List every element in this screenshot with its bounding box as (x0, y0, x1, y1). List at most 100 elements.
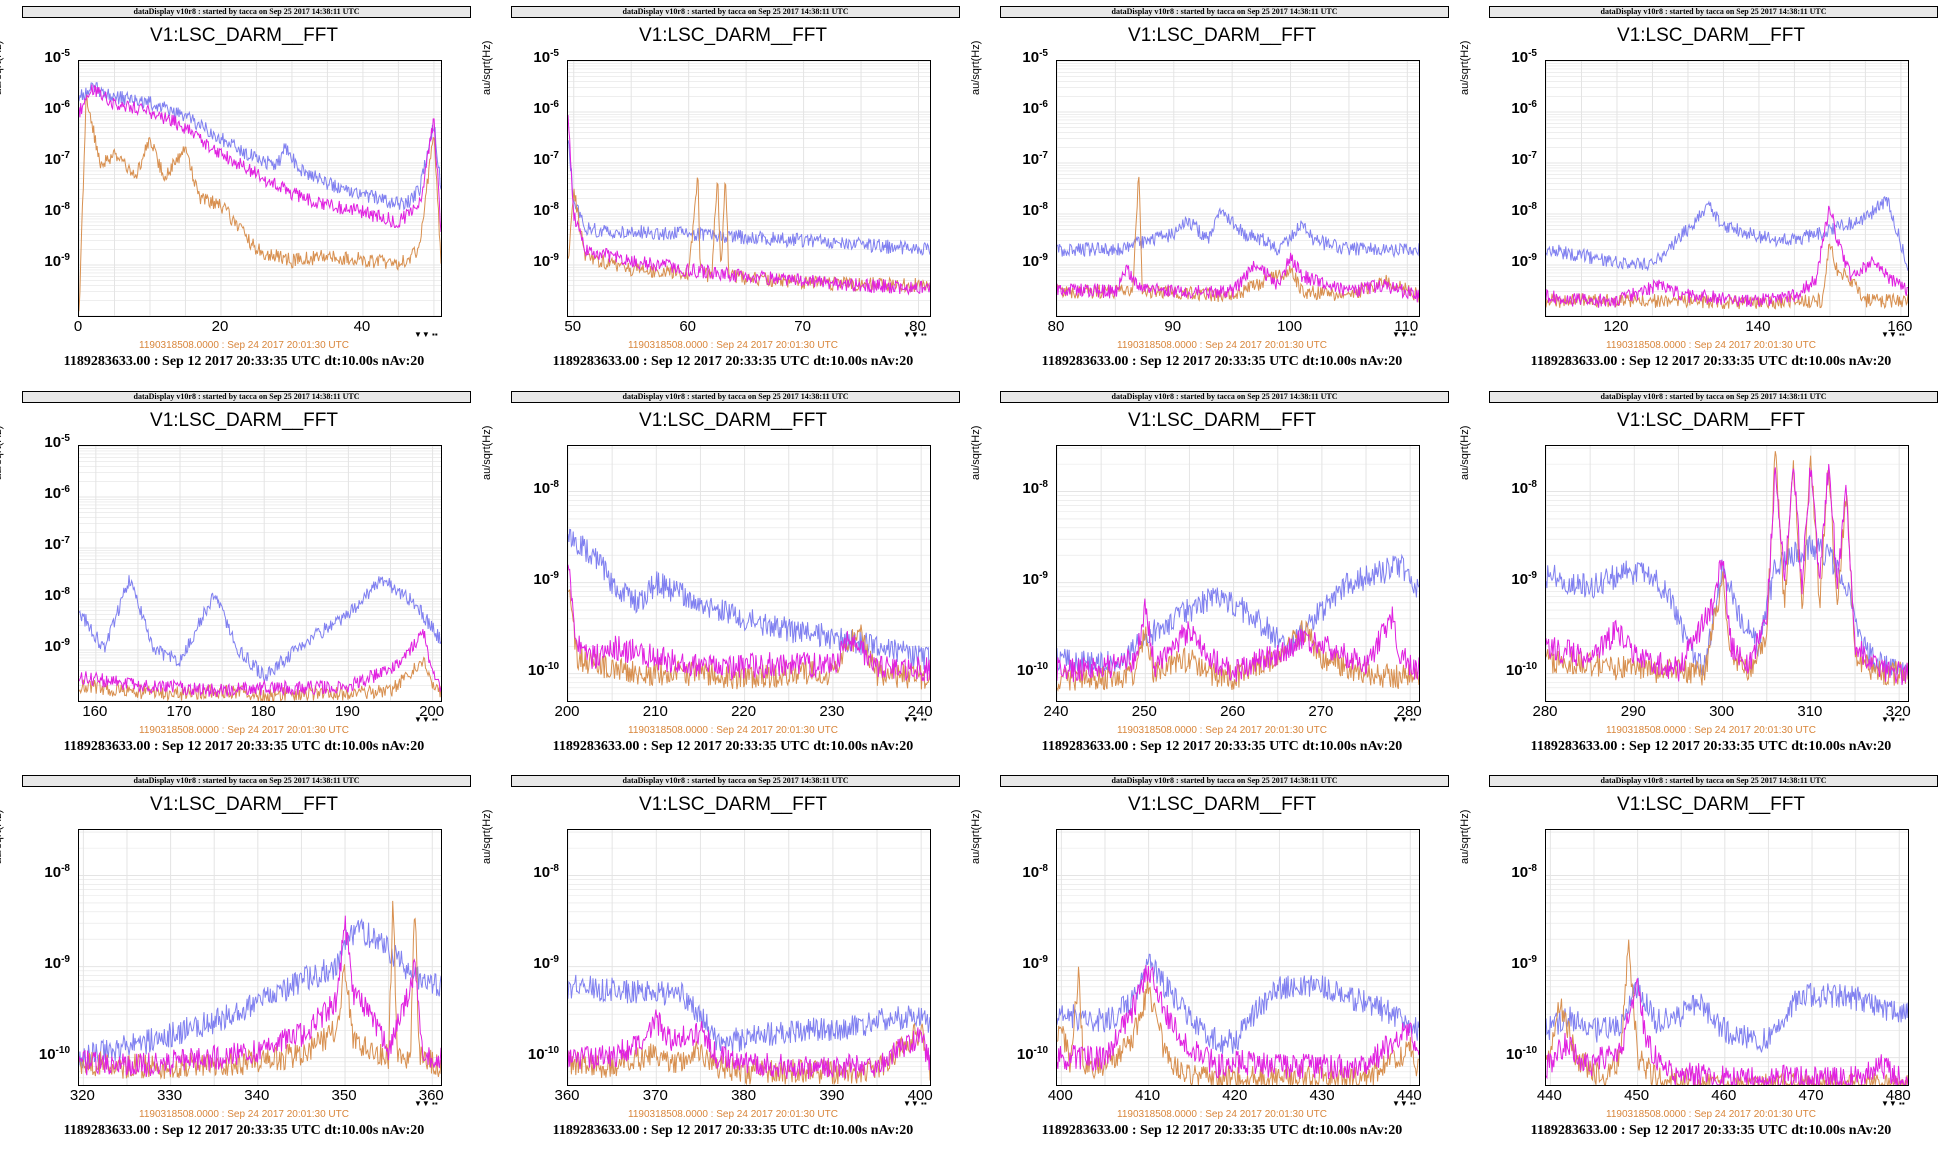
y-axis-label: au/sqrt(Hz) (0, 425, 4, 480)
y-axis-label: au/sqrt(Hz) (1459, 425, 1471, 480)
y-tick-label: 10-8 (533, 201, 559, 219)
y-tick-label: 10-8 (533, 862, 559, 881)
y-axis-label: au/sqrt(Hz) (0, 40, 4, 95)
x-tick-label: 380 (731, 1087, 757, 1104)
x-tick-label: 140 (1745, 318, 1771, 335)
chart-title: V1:LSC_DARM__FFT (1128, 794, 1316, 815)
series-line-orange (568, 177, 930, 294)
y-tick-label: 10-6 (44, 99, 70, 117)
chart-panel: dataDisplay v10r8 : started by tacca on … (481, 769, 977, 1152)
x-tick-label: 260 (1220, 703, 1246, 720)
y-tick-label: 10-6 (1022, 99, 1048, 117)
axis-marker: ▼▼ ▪▪ (903, 715, 927, 724)
plot-area (1545, 829, 1909, 1086)
x-tick-label: 210 (642, 703, 668, 720)
y-tick-label: 10-9 (1022, 252, 1048, 270)
panel-header-bar: dataDisplay v10r8 : started by tacca on … (22, 775, 471, 787)
series-line-magenta (1057, 598, 1419, 682)
series-line-magenta (568, 564, 930, 682)
x-tick-label: 200 (419, 703, 445, 720)
panel-header-bar: dataDisplay v10r8 : started by tacca on … (1000, 775, 1449, 787)
axis-marker: ▼▼ ▪▪ (414, 1099, 438, 1108)
plot-svg (1546, 61, 1908, 316)
axis-marker: ▼▼ ▪▪ (414, 330, 438, 339)
x-tick-label: 100 (1277, 318, 1303, 335)
x-tick-label: 170 (166, 703, 192, 720)
chart-panel: dataDisplay v10r8 : started by tacca on … (1459, 769, 1953, 1152)
chart-title: V1:LSC_DARM__FFT (150, 794, 338, 815)
y-axis-label: au/sqrt(Hz) (481, 425, 493, 480)
current-trace-label: 1189283633.00 : Sep 12 2017 20:33:35 UTC… (63, 1123, 425, 1138)
chart-title: V1:LSC_DARM__FFT (639, 25, 827, 46)
y-tick-label: 10-6 (44, 484, 70, 502)
y-tick-label: 10-9 (1511, 569, 1537, 588)
series-line-magenta (79, 84, 441, 233)
current-trace-label: 1189283633.00 : Sep 12 2017 20:33:35 UTC… (1530, 354, 1892, 369)
y-tick-label: 10-9 (44, 953, 70, 972)
panel-header-bar: dataDisplay v10r8 : started by tacca on … (22, 6, 471, 18)
y-axis-label: au/sqrt(Hz) (481, 809, 493, 864)
x-tick-label: 70 (794, 318, 811, 335)
reference-trace-label: 1190318508.0000 : Sep 24 2017 20:01:30 U… (628, 340, 838, 351)
panel-header-bar: dataDisplay v10r8 : started by tacca on … (1489, 391, 1938, 403)
plot-svg (1546, 446, 1908, 701)
y-tick-label: 10-9 (1022, 953, 1048, 972)
series-line-blue (79, 82, 441, 211)
chart-title: V1:LSC_DARM__FFT (1617, 25, 1805, 46)
y-tick-label: 10-9 (1511, 953, 1537, 972)
series-line-magenta (1546, 205, 1908, 308)
y-tick-label: 10-9 (44, 637, 70, 655)
x-tick-label: 40 (353, 318, 371, 335)
y-tick-label: 10-6 (1511, 99, 1537, 117)
y-tick-label: 10-8 (533, 478, 559, 497)
series-line-orange (1546, 243, 1908, 310)
x-tick-label: 320 (69, 1087, 95, 1104)
axis-marker: ▼▼ ▪▪ (1392, 330, 1416, 339)
series-line-magenta (1546, 463, 1908, 686)
panel-header-bar: dataDisplay v10r8 : started by tacca on … (1489, 6, 1938, 18)
series-line-blue (1057, 953, 1419, 1054)
y-tick-label: 10-8 (1511, 862, 1537, 881)
current-trace-label: 1189283633.00 : Sep 12 2017 20:33:35 UTC… (63, 739, 425, 754)
x-tick-label: 340 (244, 1087, 270, 1104)
y-tick-label: 10-8 (1022, 478, 1048, 497)
y-tick-label: 10-5 (533, 48, 559, 66)
x-tick-label: 290 (1620, 703, 1646, 720)
plot-svg (568, 61, 930, 316)
reference-trace-label: 1190318508.0000 : Sep 24 2017 20:01:30 U… (628, 725, 838, 736)
plot-svg (1057, 446, 1419, 701)
plot-area (1056, 445, 1420, 702)
reference-trace-label: 1190318508.0000 : Sep 24 2017 20:01:30 U… (1117, 725, 1327, 736)
series-line-blue (1546, 977, 1908, 1053)
plot-area (78, 829, 442, 1086)
plot-area (567, 60, 931, 317)
axis-marker: ▼▼ ▪▪ (1881, 1099, 1905, 1108)
series-line-blue (568, 528, 930, 671)
x-tick-label: 310 (1797, 703, 1823, 720)
y-tick-label: 10-9 (533, 953, 559, 972)
plot-area (1056, 60, 1420, 317)
series-line-orange (79, 900, 441, 1080)
plot-svg (568, 830, 930, 1085)
x-tick-label: 450 (1624, 1087, 1650, 1104)
current-trace-label: 1189283633.00 : Sep 12 2017 20:33:35 UTC… (63, 354, 425, 369)
y-axis-label: au/sqrt(Hz) (0, 809, 4, 864)
plot-svg (568, 446, 930, 701)
y-tick-label: 10-7 (44, 150, 70, 168)
x-tick-label: 430 (1309, 1087, 1335, 1104)
y-tick-label: 10-10 (1505, 660, 1537, 679)
panel-header-bar: dataDisplay v10r8 : started by tacca on … (511, 391, 960, 403)
panel-header-bar: dataDisplay v10r8 : started by tacca on … (1000, 6, 1449, 18)
y-tick-label: 10-8 (44, 586, 70, 604)
y-tick-label: 10-8 (1511, 201, 1537, 219)
x-tick-label: 360 (418, 1087, 444, 1104)
x-tick-label: 110 (1394, 318, 1419, 335)
y-tick-label: 10-8 (1022, 201, 1048, 219)
panel-header-bar: dataDisplay v10r8 : started by tacca on … (1489, 775, 1938, 787)
x-tick-label: 0 (73, 318, 83, 335)
plot-area (78, 445, 442, 702)
x-tick-label: 250 (1131, 703, 1157, 720)
x-tick-label: 390 (819, 1087, 845, 1104)
series-line-blue (79, 575, 441, 683)
x-tick-label: 80 (909, 318, 926, 335)
